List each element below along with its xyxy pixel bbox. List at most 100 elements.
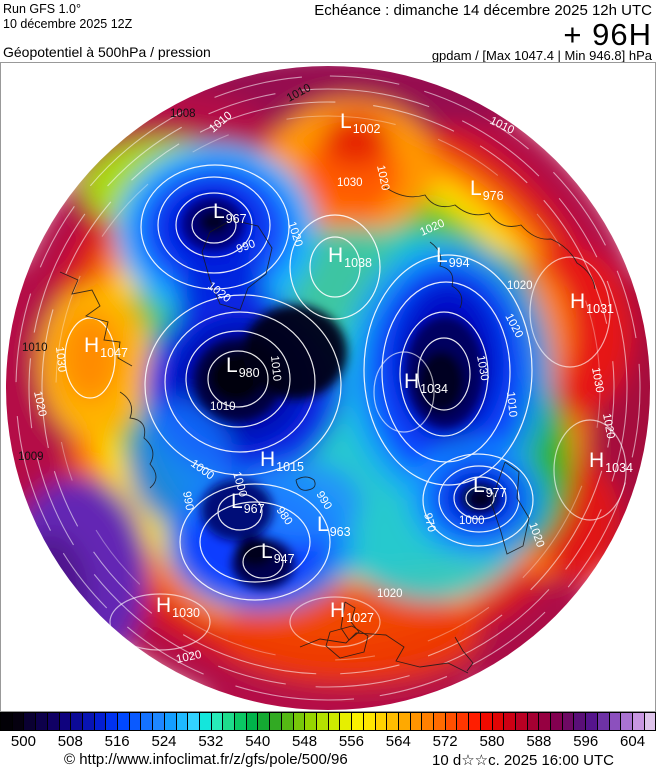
- colorbar-cell: [188, 712, 200, 731]
- colorbar-cell: [562, 712, 575, 731]
- colorbar-cell: [164, 712, 177, 731]
- colorbar-cell: [71, 712, 83, 731]
- colorbar-tick-labels: 500 508 516 524 532 540 548 556 564 572 580 588 596 6…: [0, 733, 656, 751]
- colorbar-cell: [199, 712, 212, 731]
- colorbar-cell: [223, 712, 236, 731]
- colorbar-cell: [398, 712, 411, 731]
- colorbar-cell: [316, 712, 329, 731]
- isobar-label-1010: 1010: [504, 391, 519, 418]
- pressure-center-h-1027: H1027: [330, 599, 374, 625]
- run-line1: Run GFS 1.0°: [3, 2, 81, 16]
- isobar-label-1009: 1009: [18, 451, 44, 463]
- isobar-label-1020: 1020: [31, 390, 48, 418]
- isobar-label-1020: 1020: [175, 649, 203, 666]
- colorbar-cell: [47, 712, 60, 731]
- isobar-label-990: 990: [180, 490, 195, 511]
- colorbar-cell: [129, 712, 142, 731]
- pressure-center-l-963: L963: [317, 513, 351, 539]
- colorbar-cell: [644, 712, 656, 731]
- geopotential-field: L1002 L967 L976 L994 H1038 H1031 H1047 L980 H103…: [6, 66, 650, 710]
- colorbar-cell: [153, 712, 165, 731]
- isobar-label-1010: 1010: [268, 355, 283, 382]
- colorbar-cell: [12, 712, 25, 731]
- colorbar-cell: [235, 712, 247, 731]
- colorbar-cell: [82, 712, 95, 731]
- colorbar: [0, 712, 656, 731]
- colorbar-tick: 580: [479, 733, 505, 750]
- colorbar-cell: [574, 712, 587, 731]
- colorbar-cell: [492, 712, 505, 731]
- colorbar-tick: 596: [573, 733, 599, 750]
- pressure-center-h-1047: H1047: [84, 334, 128, 360]
- colorbar-tick: 556: [338, 733, 364, 750]
- isobar-label-1000: 1000: [459, 515, 485, 527]
- pressure-center-l-947: L947: [261, 540, 295, 566]
- variable-label: Géopotentiel à 500hPa / pression: [3, 44, 211, 60]
- colorbar-cell: [352, 712, 364, 731]
- pressure-center-h-1030: H1030: [156, 594, 200, 620]
- pressure-center-l-977: L977: [473, 474, 507, 500]
- isobar-label-1020: 1020: [507, 280, 533, 292]
- colorbar-cell: [141, 712, 154, 731]
- pressure-center-l-967: L967: [231, 490, 265, 516]
- colorbar-cell: [632, 712, 645, 731]
- colorbar-cell: [0, 712, 13, 731]
- colorbar-tick: 588: [526, 733, 552, 750]
- pressure-center-l-994: L994: [436, 244, 470, 270]
- colorbar-cell: [24, 712, 37, 731]
- colorbar-cell: [539, 712, 552, 731]
- pressure-center-h-1034: H1034: [404, 370, 448, 396]
- colorbar-tick: 572: [432, 733, 458, 750]
- colorbar-tick: 604: [620, 733, 646, 750]
- colorbar-cell: [515, 712, 528, 731]
- isobar-label-1010: 1010: [22, 342, 48, 354]
- colorbar-cell: [328, 712, 341, 731]
- isobar-contours: [64, 164, 627, 651]
- forecast-hour-label: + 96H: [563, 17, 652, 52]
- colorbar-cell: [527, 712, 540, 731]
- colorbar-cell: [36, 712, 48, 731]
- run-line2: 10 décembre 2025 12Z: [3, 17, 133, 31]
- pressure-center-h-1038: H1038: [328, 244, 372, 270]
- footer: © http://www.infoclimat.fr/z/gfs/pole/50…: [0, 751, 656, 771]
- colorbar-tick: 500: [10, 733, 36, 750]
- colorbar-cell: [176, 712, 189, 731]
- colorbar-cell: [281, 712, 294, 731]
- isobar-label-1020: 1020: [374, 164, 391, 192]
- colorbar-cell: [410, 712, 423, 731]
- isobar-label-1008: 1008: [170, 108, 196, 120]
- colorbar-tick: 508: [57, 733, 83, 750]
- colorbar-cell: [118, 712, 130, 731]
- colorbar-cell: [457, 712, 470, 731]
- coastlines: [59, 186, 596, 674]
- echeance-label: Echéance : dimanche 14 décembre 2025 12h…: [314, 2, 652, 19]
- isobar-label-1020: 1020: [600, 412, 616, 439]
- colorbar-tick: 540: [245, 733, 271, 750]
- colorbar-tick: 516: [104, 733, 130, 750]
- pressure-center-h-1034: H1034: [589, 449, 633, 475]
- pressure-center-h-1015: H1015: [260, 448, 304, 474]
- colorbar-cell: [375, 712, 388, 731]
- pressure-center-l-976: L976: [470, 177, 504, 203]
- colorbar-tick: 564: [385, 733, 411, 750]
- colorbar-cell: [211, 712, 224, 731]
- colorbar-tick: 532: [198, 733, 224, 750]
- colorbar-cell: [387, 712, 399, 731]
- isobar-label-1010: 1010: [210, 401, 236, 413]
- colorbar-cell: [609, 712, 622, 731]
- colorbar-cell: [621, 712, 633, 731]
- pressure-center-h-1031: H1031: [570, 290, 614, 316]
- map-canvas: L1002 L967 L976 L994 H1038 H1031 H1047 L980 H103…: [0, 62, 656, 712]
- colorbar-cell: [469, 712, 481, 731]
- units-range-label: gpdam / [Max 1047.4 | Min 946.8] hPa: [431, 48, 652, 63]
- polar-map-svg: L1002 L967 L976 L994 H1038 H1031 H1047 L980 H103…: [0, 62, 656, 712]
- isobar-label-970: 970: [421, 512, 437, 534]
- colorbar-cell: [597, 712, 610, 731]
- colorbar-cell: [363, 712, 376, 731]
- isobar-label-1020: 1020: [377, 588, 403, 600]
- colorbar-cell: [551, 712, 563, 731]
- map-label-layer: L1002 L967 L976 L994 H1038 H1031 H1047 L980 H103…: [18, 82, 633, 666]
- colorbar-cell: [270, 712, 282, 731]
- colorbar-cell: [422, 712, 435, 731]
